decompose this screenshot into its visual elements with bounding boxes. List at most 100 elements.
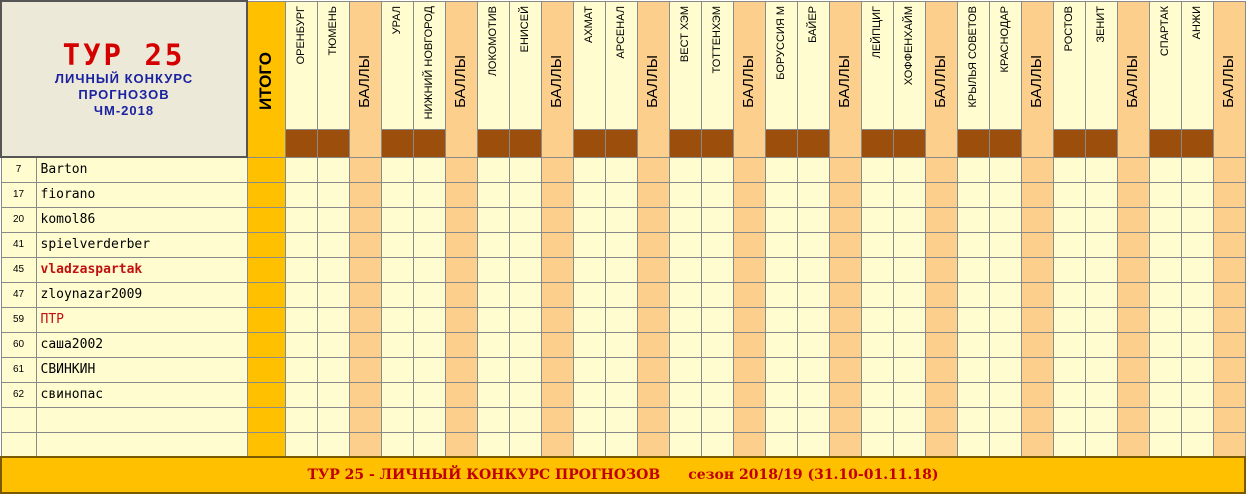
prediction-cell[interactable] <box>796 356 830 383</box>
prediction-cell[interactable] <box>668 206 702 233</box>
prediction-cell[interactable] <box>860 306 894 333</box>
prediction-cell[interactable] <box>892 406 926 433</box>
prediction-cell[interactable] <box>476 206 510 233</box>
prediction-cell[interactable] <box>796 281 830 308</box>
prediction-cell[interactable] <box>1148 181 1182 208</box>
prediction-cell[interactable] <box>508 231 542 258</box>
prediction-cell[interactable] <box>412 206 446 233</box>
prediction-cell[interactable] <box>476 306 510 333</box>
prediction-cell[interactable] <box>604 331 638 358</box>
prediction-cell[interactable] <box>316 381 350 408</box>
prediction-cell[interactable] <box>892 356 926 383</box>
prediction-cell[interactable] <box>316 156 350 183</box>
prediction-cell[interactable] <box>892 256 926 283</box>
prediction-cell[interactable] <box>316 431 350 458</box>
prediction-cell[interactable] <box>988 381 1022 408</box>
prediction-cell[interactable] <box>412 281 446 308</box>
prediction-cell[interactable] <box>956 406 990 433</box>
prediction-cell[interactable] <box>380 306 414 333</box>
prediction-cell[interactable] <box>796 231 830 258</box>
score-input-cell[interactable] <box>316 128 350 158</box>
prediction-cell[interactable] <box>412 156 446 183</box>
prediction-cell[interactable] <box>508 206 542 233</box>
prediction-cell[interactable] <box>1148 431 1182 458</box>
prediction-cell[interactable] <box>1180 156 1214 183</box>
prediction-cell[interactable] <box>892 206 926 233</box>
prediction-cell[interactable] <box>476 281 510 308</box>
prediction-cell[interactable] <box>1052 431 1086 458</box>
prediction-cell[interactable] <box>572 306 606 333</box>
prediction-cell[interactable] <box>572 406 606 433</box>
score-input-cell[interactable] <box>956 128 990 158</box>
prediction-cell[interactable] <box>1180 256 1214 283</box>
prediction-cell[interactable] <box>1084 156 1118 183</box>
prediction-cell[interactable] <box>956 256 990 283</box>
prediction-cell[interactable] <box>412 181 446 208</box>
prediction-cell[interactable] <box>604 256 638 283</box>
prediction-cell[interactable] <box>1084 256 1118 283</box>
prediction-cell[interactable] <box>764 231 798 258</box>
prediction-cell[interactable] <box>508 431 542 458</box>
prediction-cell[interactable] <box>572 181 606 208</box>
prediction-cell[interactable] <box>476 156 510 183</box>
prediction-cell[interactable] <box>284 281 318 308</box>
prediction-cell[interactable] <box>860 231 894 258</box>
score-input-cell[interactable] <box>1084 128 1118 158</box>
prediction-cell[interactable] <box>476 381 510 408</box>
prediction-cell[interactable] <box>956 356 990 383</box>
prediction-cell[interactable] <box>860 381 894 408</box>
prediction-cell[interactable] <box>956 281 990 308</box>
prediction-cell[interactable] <box>380 381 414 408</box>
prediction-cell[interactable] <box>668 256 702 283</box>
prediction-cell[interactable] <box>1052 406 1086 433</box>
prediction-cell[interactable] <box>860 256 894 283</box>
prediction-cell[interactable] <box>604 231 638 258</box>
prediction-cell[interactable] <box>1180 356 1214 383</box>
prediction-cell[interactable] <box>1052 331 1086 358</box>
prediction-cell[interactable] <box>284 431 318 458</box>
prediction-cell[interactable] <box>764 406 798 433</box>
prediction-cell[interactable] <box>988 356 1022 383</box>
prediction-cell[interactable] <box>988 181 1022 208</box>
prediction-cell[interactable] <box>604 156 638 183</box>
prediction-cell[interactable] <box>956 431 990 458</box>
prediction-cell[interactable] <box>1148 406 1182 433</box>
prediction-cell[interactable] <box>1148 256 1182 283</box>
prediction-cell[interactable] <box>764 356 798 383</box>
prediction-cell[interactable] <box>316 256 350 283</box>
prediction-cell[interactable] <box>796 256 830 283</box>
prediction-cell[interactable] <box>860 156 894 183</box>
score-input-cell[interactable] <box>604 128 638 158</box>
prediction-cell[interactable] <box>1084 331 1118 358</box>
prediction-cell[interactable] <box>1148 281 1182 308</box>
prediction-cell[interactable] <box>764 381 798 408</box>
prediction-cell[interactable] <box>508 256 542 283</box>
prediction-cell[interactable] <box>892 381 926 408</box>
prediction-cell[interactable] <box>604 306 638 333</box>
prediction-cell[interactable] <box>1148 306 1182 333</box>
prediction-cell[interactable] <box>668 431 702 458</box>
prediction-cell[interactable] <box>284 256 318 283</box>
prediction-cell[interactable] <box>668 381 702 408</box>
prediction-cell[interactable] <box>316 306 350 333</box>
prediction-cell[interactable] <box>1052 381 1086 408</box>
prediction-cell[interactable] <box>412 231 446 258</box>
prediction-cell[interactable] <box>1084 281 1118 308</box>
prediction-cell[interactable] <box>604 381 638 408</box>
prediction-cell[interactable] <box>1084 431 1118 458</box>
prediction-cell[interactable] <box>988 156 1022 183</box>
prediction-cell[interactable] <box>476 331 510 358</box>
prediction-cell[interactable] <box>380 156 414 183</box>
prediction-cell[interactable] <box>764 306 798 333</box>
prediction-cell[interactable] <box>572 431 606 458</box>
prediction-cell[interactable] <box>764 431 798 458</box>
prediction-cell[interactable] <box>956 381 990 408</box>
prediction-cell[interactable] <box>604 206 638 233</box>
prediction-cell[interactable] <box>956 331 990 358</box>
prediction-cell[interactable] <box>1180 231 1214 258</box>
prediction-cell[interactable] <box>796 381 830 408</box>
prediction-cell[interactable] <box>508 356 542 383</box>
score-input-cell[interactable] <box>892 128 926 158</box>
prediction-cell[interactable] <box>700 281 734 308</box>
prediction-cell[interactable] <box>284 181 318 208</box>
